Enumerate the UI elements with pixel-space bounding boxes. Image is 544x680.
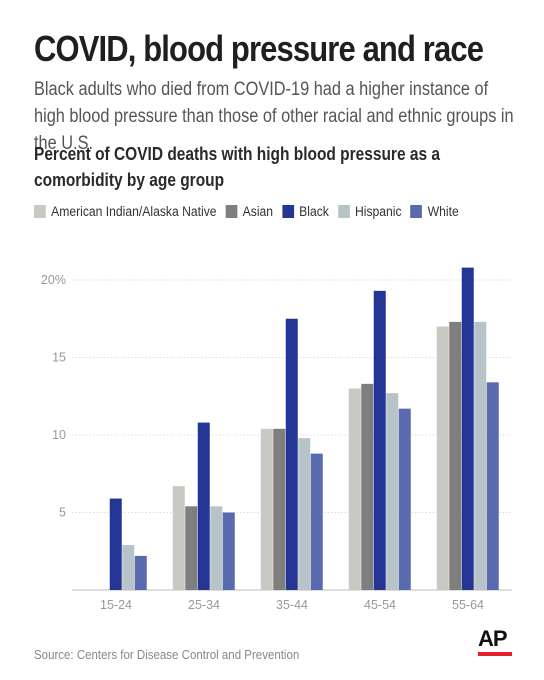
x-tick-label: 55-64 bbox=[452, 598, 484, 612]
bar bbox=[172, 486, 185, 590]
bar bbox=[210, 506, 223, 590]
bar-chart: 5 10 15 20% 15-24 25-34 35-44 45-54 55-64 bbox=[41, 267, 512, 612]
y-tick-label: 10 bbox=[52, 428, 66, 442]
y-tick-label: 20% bbox=[41, 273, 66, 287]
legend-label: Hispanic bbox=[354, 204, 402, 219]
bar bbox=[298, 438, 311, 590]
x-tick-label: 25-34 bbox=[188, 598, 220, 612]
ap-logo-underline bbox=[478, 652, 512, 656]
bar bbox=[285, 318, 298, 590]
x-tick-label: 45-54 bbox=[364, 598, 396, 612]
legend-label: American Indian/Alaska Native bbox=[51, 204, 217, 219]
bar bbox=[398, 408, 411, 590]
legend-swatch bbox=[410, 205, 423, 218]
legend-swatch bbox=[282, 205, 294, 218]
legend: American Indian/Alaska Native Asian Black H… bbox=[34, 204, 468, 219]
ap-logo: AP bbox=[478, 628, 512, 656]
chart-heading: Percent of COVID deaths with high blood … bbox=[34, 144, 441, 190]
bar bbox=[436, 326, 449, 590]
bar bbox=[260, 428, 273, 590]
bar bbox=[449, 321, 462, 590]
legend-swatch bbox=[34, 205, 46, 218]
x-tick-label: 35-44 bbox=[276, 598, 308, 612]
legend-item: White bbox=[410, 204, 459, 219]
bar bbox=[122, 545, 135, 590]
bar bbox=[348, 388, 361, 590]
bar bbox=[273, 428, 286, 590]
legend-item: American Indian/Alaska Native bbox=[34, 204, 217, 219]
legend-item: Black bbox=[282, 204, 329, 219]
x-tick-label: 15-24 bbox=[100, 598, 132, 612]
legend-item: Asian bbox=[225, 204, 274, 219]
legend-item: Hispanic bbox=[337, 204, 402, 219]
bar bbox=[222, 512, 235, 590]
bar bbox=[474, 321, 487, 590]
legend-label: White bbox=[427, 204, 459, 219]
bar bbox=[109, 498, 122, 590]
ap-logo-text: AP bbox=[478, 626, 508, 651]
legend-swatch bbox=[225, 205, 238, 218]
y-tick-label: 5 bbox=[59, 506, 66, 520]
bar bbox=[134, 555, 147, 590]
bar bbox=[373, 290, 386, 590]
bar bbox=[486, 382, 499, 590]
bar bbox=[386, 393, 399, 590]
chart-title: COVID, blood pressure and race bbox=[34, 28, 484, 69]
y-tick-label: 15 bbox=[52, 351, 66, 365]
bar bbox=[185, 506, 198, 590]
legend-label: Asian bbox=[242, 204, 274, 219]
chart-subtitle: Black adults who died from COVID-19 had … bbox=[34, 79, 514, 154]
bar bbox=[461, 267, 474, 590]
bar bbox=[361, 383, 374, 590]
source-note: Source: Centers for Disease Control and … bbox=[34, 648, 300, 662]
bar bbox=[197, 422, 210, 590]
legend-label: Black bbox=[299, 204, 329, 219]
bar bbox=[310, 453, 323, 590]
legend-swatch bbox=[337, 205, 350, 218]
